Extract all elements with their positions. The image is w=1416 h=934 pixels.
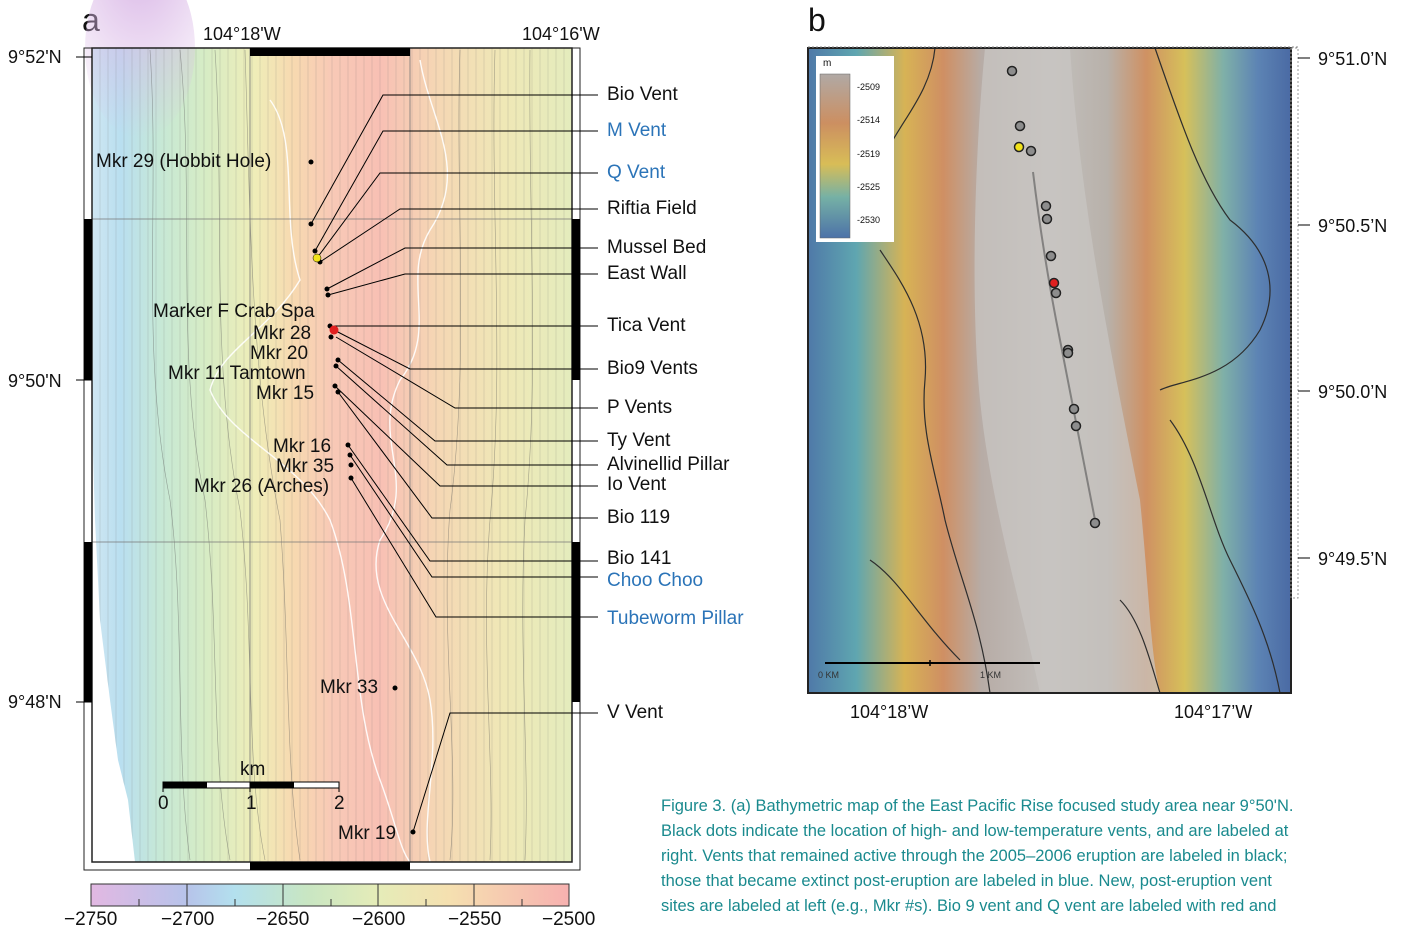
colorbar-tick-2: −2700 [161,909,215,930]
left-label-mkr28: Mkr 28 [253,323,312,344]
bio9-vent-marker-b [1048,277,1060,289]
colorbar-tick-4: −2600 [352,909,406,930]
depth-legend-bar [819,73,851,239]
panel-b-letter: b [808,2,826,38]
caption-line-4: those that became extinct post-eruption … [661,872,1272,890]
right-label-mussel-bed: Mussel Bed [607,237,707,258]
depth-colorbar [90,883,570,907]
lon-label-a-2: 104°16'W [522,24,600,44]
colorbar-tick-3: −2650 [256,909,310,930]
lat-label-a-2: 9°50'N [8,371,62,391]
left-label-mkr29: Mkr 29 (Hobbit Hole) [96,151,272,172]
legend-value-3: -2519 [857,149,881,159]
left-label-mkr20: Mkr 20 [250,343,309,364]
left-label-mkr16: Mkr 16 [273,436,332,457]
colorbar-tick-6: −2500 [542,909,596,930]
right-label-bio9-vents: Bio9 Vents [607,358,698,379]
scale-tick-1: 1 [246,793,257,814]
legend-unit: m [823,58,832,69]
lat-label-a-1: 9°52'N [8,47,62,67]
scale-right-b: 1 KM [980,670,1002,680]
left-label-mkr15: Mkr 15 [256,383,315,404]
right-label-tubeworm-pillar: Tubeworm Pillar [607,608,744,629]
caption-line-3: right. Vents that remained active throug… [661,847,1288,865]
left-label-mkr11: Mkr 11 Tamtown [168,363,306,384]
left-label-mkr19: Mkr 19 [338,823,397,844]
caption-line-2: Black dots indicate the location of high… [661,822,1289,840]
right-label-bio-vent: Bio Vent [607,84,678,105]
legend-value-4: -2525 [857,182,881,192]
q-vent-marker-b [1013,141,1025,153]
legend-value-5: -2530 [857,215,881,225]
right-label-io-vent: Io Vent [607,474,667,495]
q-vent-marker [312,253,322,263]
caption-line-1: Figure 3. (a) Bathymetric map of the Eas… [661,797,1294,815]
scale-tick-0: 0 [158,793,169,814]
legend-value-1: -2509 [857,82,881,92]
figure-caption: Figure 3. (a) Bathymetric map of the Eas… [661,794,1413,919]
right-label-riftia-field: Riftia Field [607,198,697,219]
lat-label-b-3: 9°50.0’N [1318,382,1388,402]
lon-label-b-2: 104°17’W [1174,702,1253,722]
right-label-bio-141: Bio 141 [607,548,672,569]
left-label-mkr26: Mkr 26 (Arches) [194,476,330,497]
left-label-marker-f: Marker F Crab Spa [153,301,315,322]
lat-label-a-3: 9°48'N [8,692,62,712]
right-label-v-vent: V Vent [607,702,663,723]
lon-label-a-1: 104°18'W [203,24,281,44]
caption-line-5: sites are labeled at left (e.g., Mkr #s)… [661,897,1277,915]
right-label-bio-119: Bio 119 [607,507,671,528]
lat-label-b-4: 9°49.5’N [1318,549,1388,569]
colorbar-tick-5: −2550 [448,909,502,930]
colorbar-tick-1: −2750 [64,909,118,930]
right-label-ty-vent: Ty Vent [607,430,671,451]
right-label-p-vents: P Vents [607,397,673,418]
scale-left-b: 0 KM [818,670,840,680]
right-label-tica-vent: Tica Vent [607,315,686,336]
right-label-choo-choo: Choo Choo [607,570,704,591]
right-label-q-vent: Q Vent [607,162,666,183]
scale-tick-2: 2 [334,793,345,814]
right-label-m-vent: M Vent [607,120,667,141]
left-label-mkr35: Mkr 35 [276,456,335,477]
legend-value-2: -2514 [857,115,881,125]
bio9-vent-marker [329,325,339,335]
scale-unit-km: km [240,759,266,780]
right-label-east-wall: East Wall [607,263,687,284]
scale-bar-a [162,781,340,792]
lon-label-b-1: 104°18’W [850,702,929,722]
left-label-mkr33: Mkr 33 [320,677,379,698]
lat-label-b-1: 9°51.0’N [1318,49,1388,69]
right-label-alvinellid-pillar: Alvinellid Pillar [607,454,730,475]
lat-label-b-2: 9°50.5’N [1318,216,1388,236]
